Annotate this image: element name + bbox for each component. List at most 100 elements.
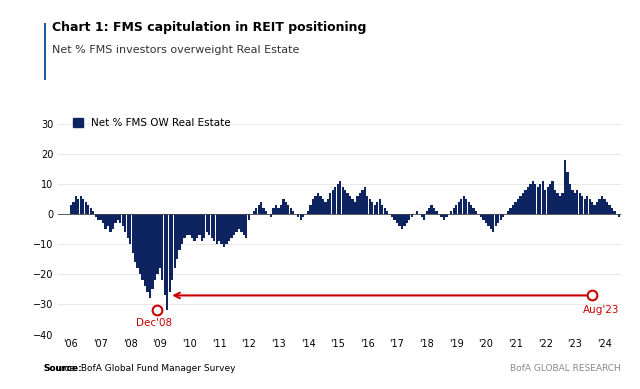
Bar [431, 205, 433, 214]
Bar [408, 214, 410, 220]
Bar [302, 214, 304, 217]
Bar [324, 202, 326, 214]
Bar [601, 196, 603, 214]
Bar [275, 205, 277, 214]
Bar [193, 214, 196, 241]
Bar [297, 214, 300, 217]
Bar [584, 199, 586, 214]
Bar [606, 202, 608, 214]
Bar [149, 214, 151, 298]
Bar [95, 214, 97, 217]
Bar [497, 214, 499, 223]
Bar [415, 211, 418, 214]
Bar [539, 184, 541, 214]
Bar [70, 205, 72, 214]
Bar [191, 214, 193, 238]
Bar [426, 211, 428, 214]
Bar [520, 196, 522, 214]
Bar [598, 199, 601, 214]
Bar [623, 214, 625, 226]
Bar [369, 199, 371, 214]
Bar [517, 199, 519, 214]
Bar [403, 214, 406, 226]
Bar [211, 214, 213, 238]
Bar [604, 199, 605, 214]
Bar [591, 202, 593, 214]
Bar [450, 211, 452, 214]
Bar [362, 190, 364, 214]
Bar [564, 160, 566, 214]
Bar [401, 214, 403, 229]
Bar [470, 205, 472, 214]
Bar [483, 214, 484, 220]
Bar [129, 214, 131, 244]
Bar [364, 187, 366, 214]
Bar [141, 214, 144, 280]
Bar [561, 193, 564, 214]
Bar [173, 214, 176, 268]
Bar [569, 184, 571, 214]
Bar [349, 196, 351, 214]
Bar [208, 214, 211, 235]
Bar [552, 181, 554, 214]
Bar [515, 202, 516, 214]
Bar [257, 205, 260, 214]
Bar [581, 196, 584, 214]
Bar [351, 199, 354, 214]
Text: Aug'23: Aug'23 [583, 305, 620, 315]
Bar [84, 202, 87, 214]
Bar [80, 196, 82, 214]
Bar [245, 214, 248, 238]
Bar [383, 208, 386, 214]
Bar [529, 184, 532, 214]
Bar [285, 202, 287, 214]
Bar [300, 214, 302, 220]
Bar [124, 214, 127, 232]
Bar [262, 208, 265, 214]
Bar [463, 196, 465, 214]
Bar [524, 190, 527, 214]
Bar [218, 214, 220, 241]
Bar [77, 199, 79, 214]
Bar [122, 214, 124, 226]
Bar [621, 214, 623, 220]
Bar [342, 187, 344, 214]
Bar [484, 214, 487, 223]
Bar [527, 187, 529, 214]
Bar [82, 199, 84, 214]
Bar [541, 181, 544, 214]
Bar [181, 214, 183, 244]
Bar [544, 190, 547, 214]
Bar [339, 181, 341, 214]
Bar [201, 214, 203, 241]
Bar [420, 214, 423, 217]
Bar [307, 211, 309, 214]
Text: Chart 1: FMS capitulation in REIT positioning: Chart 1: FMS capitulation in REIT positi… [52, 21, 367, 34]
Bar [287, 205, 289, 214]
Bar [230, 214, 232, 238]
Bar [265, 211, 268, 214]
Bar [270, 214, 272, 217]
Text: BofA GLOBAL RESEARCH: BofA GLOBAL RESEARCH [510, 364, 621, 373]
Bar [115, 214, 116, 223]
Text: Net % FMS investors overweight Real Estate: Net % FMS investors overweight Real Esta… [52, 45, 300, 55]
Bar [228, 214, 230, 241]
Bar [480, 214, 482, 217]
Bar [243, 214, 245, 235]
Bar [579, 193, 581, 214]
Bar [309, 205, 312, 214]
Bar [139, 214, 141, 274]
Bar [166, 214, 168, 310]
Bar [97, 214, 99, 220]
Bar [452, 208, 455, 214]
Bar [317, 193, 319, 214]
Bar [458, 202, 460, 214]
Bar [406, 214, 408, 223]
Bar [112, 214, 114, 229]
Bar [151, 214, 154, 289]
Bar [472, 208, 475, 214]
Bar [164, 214, 166, 295]
Bar [394, 214, 396, 220]
Bar [487, 214, 490, 226]
Bar [625, 214, 628, 232]
